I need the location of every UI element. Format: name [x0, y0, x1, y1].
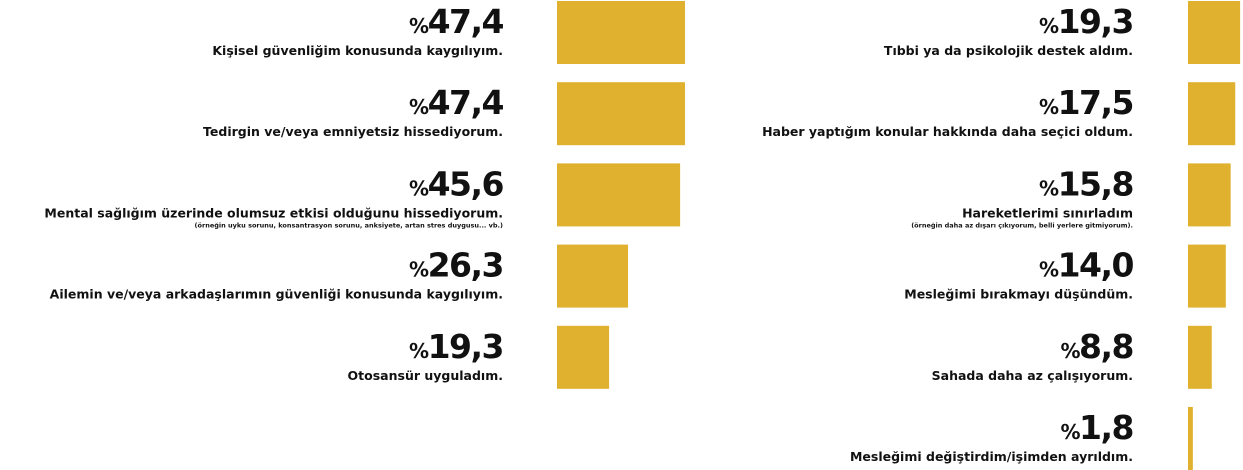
category-label: Tedirgin ve/veya emniyetsiz hissediyorum… — [203, 124, 503, 139]
bar — [1188, 325, 1212, 389]
value-label: %47,4 — [409, 2, 504, 41]
category-label: Mesleğimi bırakmayı düşündüm. — [904, 287, 1133, 302]
value-label: %14,0 — [1039, 246, 1134, 285]
category-label: Tıbbi ya da psikolojik destek aldım. — [884, 43, 1133, 58]
category-label: Hareketlerimi sınırladım — [962, 205, 1133, 220]
bar — [557, 1, 685, 64]
value-label: %19,3 — [409, 327, 503, 366]
bar — [1188, 407, 1193, 470]
bar — [1188, 82, 1236, 146]
category-label: Mental sağlığım üzerinde olumsuz etkisi … — [44, 205, 503, 220]
bar — [1188, 163, 1231, 227]
value-label: %47,4 — [409, 83, 504, 122]
category-label: Mesleğimi değiştirdim/işimden ayrıldım. — [850, 449, 1133, 464]
category-label: Haber yaptığım konular hakkında daha seç… — [762, 124, 1133, 139]
value-label: %15,8 — [1039, 164, 1133, 203]
value-label: %26,3 — [409, 246, 503, 285]
category-note: (örneğin uyku sorunu, konsantrasyon soru… — [195, 221, 503, 229]
bar — [557, 244, 629, 308]
value-label: %17,5 — [1039, 83, 1133, 122]
value-label: %45,6 — [409, 164, 504, 203]
bar — [1188, 1, 1241, 64]
value-label: %1,8 — [1060, 408, 1133, 447]
bar — [1188, 244, 1226, 308]
bar — [557, 82, 685, 146]
category-label: Ailemin ve/veya arkadaşlarımın güvenliği… — [50, 287, 503, 302]
value-label: %19,3 — [1039, 2, 1133, 41]
bar — [557, 163, 681, 227]
value-label: %8,8 — [1060, 327, 1133, 366]
category-label: Otosansür uyguladım. — [348, 368, 503, 383]
category-label: Kişisel güvenliğim konusunda kaygılıyım. — [212, 43, 503, 58]
category-note: (örneğin daha az dışarı çıkıyorum, belli… — [911, 221, 1133, 229]
category-label: Sahada daha az çalışıyorum. — [932, 368, 1133, 383]
bar — [557, 325, 610, 389]
